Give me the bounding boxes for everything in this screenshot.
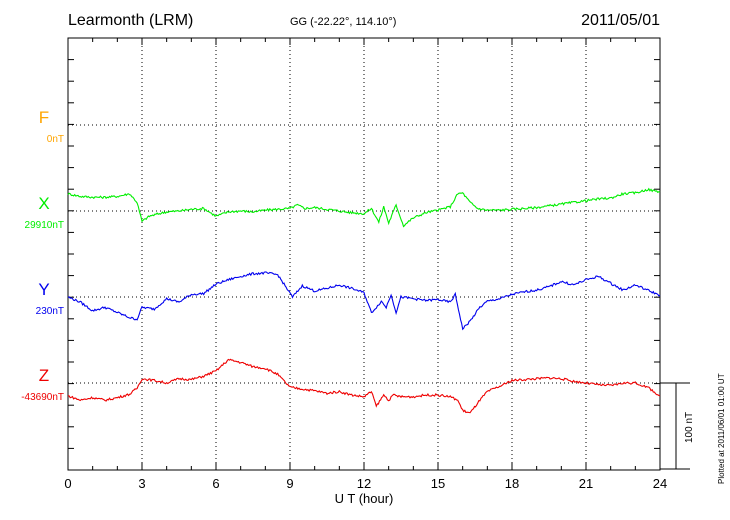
series-label-f: F: [39, 108, 49, 127]
scale-bar: 100 nT: [660, 382, 695, 470]
plotted-note: Plotted at 2011/06/01 01:00 UT: [717, 373, 726, 484]
x-tick-label-15: 15: [431, 476, 445, 491]
x-tick-labels: 0 3 6 9 12 15 18 21 24: [64, 476, 667, 491]
station-title: Learmonth (LRM): [68, 12, 194, 29]
series-baseline-f: 0nT: [47, 134, 64, 145]
x-tick-label-24: 24: [653, 476, 667, 491]
scale-label: 100 nT: [684, 412, 695, 443]
x-tick-label-0: 0: [64, 476, 71, 491]
axis-ticks: [67, 37, 661, 470]
series-labels: F 0nT X 29910nT Y 230nT Z -43690nT: [21, 108, 64, 403]
series-line-x: [67, 187, 661, 228]
chart-grid: [68, 38, 660, 470]
x-tick-label-18: 18: [505, 476, 519, 491]
x-tick-label-3: 3: [138, 476, 145, 491]
x-tick-label-6: 6: [212, 476, 219, 491]
series-line-y: [67, 271, 661, 331]
series-baseline-x: 29910nT: [25, 220, 64, 231]
series-label-z: Z: [39, 366, 49, 385]
series-label-y: Y: [38, 280, 49, 299]
coordinates-label: GG (-22.22°, 114.10°): [290, 16, 397, 28]
series-line-z: [67, 358, 661, 414]
x-tick-label-9: 9: [286, 476, 293, 491]
series-baseline-z: -43690nT: [21, 392, 64, 403]
series-label-x: X: [38, 194, 49, 213]
x-tick-label-12: 12: [357, 476, 371, 491]
series-baseline-y: 230nT: [36, 306, 64, 317]
series-lines: [67, 187, 661, 414]
x-axis-label: U T (hour): [335, 491, 394, 506]
x-tick-label-21: 21: [579, 476, 593, 491]
date-label: 2011/05/01: [581, 12, 660, 29]
